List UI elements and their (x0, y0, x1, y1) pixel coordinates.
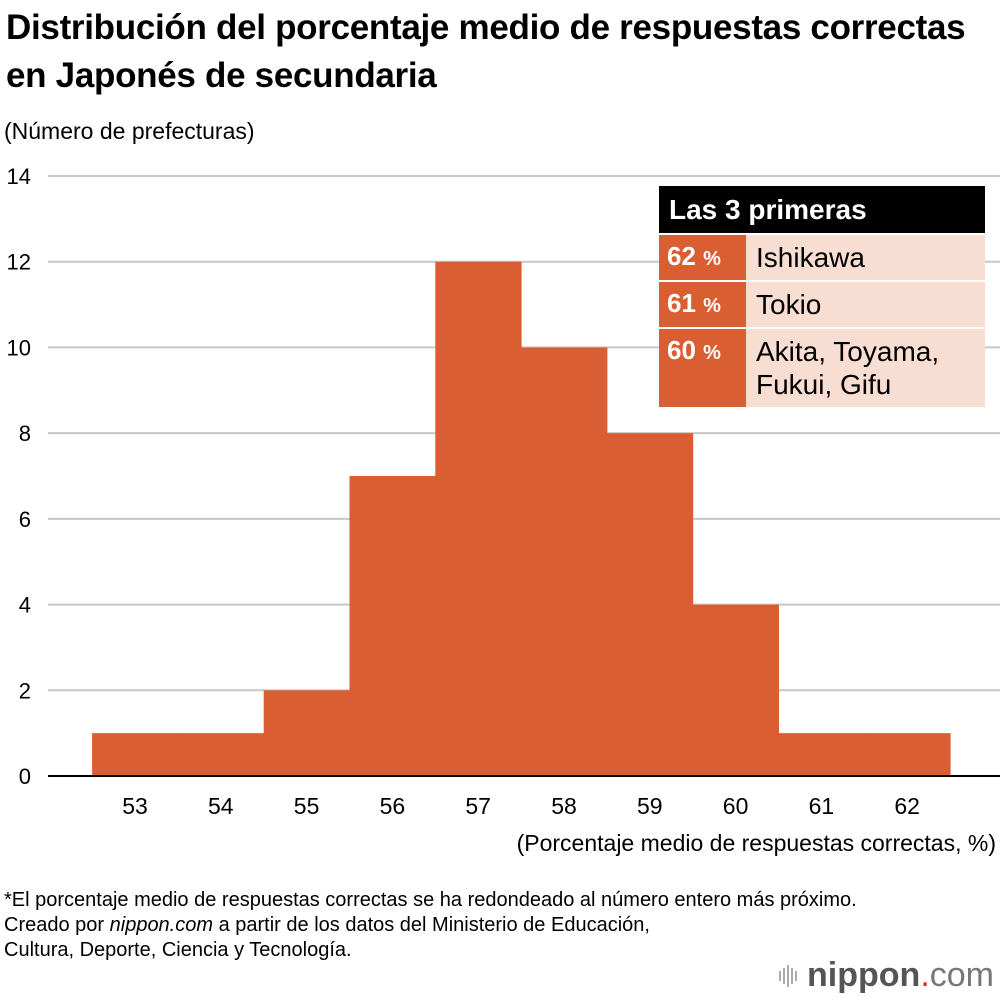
x-tick-label: 55 (294, 793, 320, 819)
chart-title: Distribución del porcentaje medio de res… (6, 8, 966, 95)
source-note: Creado por nippon.com a partir de los da… (4, 913, 704, 963)
bar (177, 733, 265, 776)
source-site: nippon.com (109, 914, 214, 936)
top3-legend: Las 3 primeras 62 % Ishikawa 61 % Tokio … (659, 186, 985, 407)
legend-row: 61 % Tokio (659, 282, 985, 327)
logo-brand: nippon (807, 956, 921, 994)
legend-name: Ishikawa (746, 235, 985, 280)
x-tick-label: 61 (809, 793, 835, 819)
bar (778, 733, 865, 776)
footnote: *El porcentaje medio de respuestas corre… (4, 888, 914, 963)
x-tick-label: 53 (122, 793, 148, 819)
bar (864, 733, 951, 776)
legend-unit: % (703, 248, 721, 270)
x-tick-label: 57 (465, 793, 491, 819)
bar (606, 433, 694, 776)
legend-pct: 62 (667, 241, 696, 271)
legend-row: 62 % Ishikawa (659, 235, 985, 280)
bar (349, 476, 436, 776)
y-tick-label: 12 (7, 250, 31, 275)
legend-name: Tokio (746, 282, 985, 327)
source-prefix: Creado por (4, 914, 110, 936)
legend-unit: % (703, 295, 721, 317)
logo-tld: com (929, 956, 994, 994)
rounding-note: *El porcentaje medio de respuestas corre… (4, 889, 857, 911)
y-tick-label: 2 (19, 678, 31, 703)
logo-dot: . (920, 956, 930, 994)
y-tick-label: 10 (7, 335, 31, 360)
sound-bars-icon (779, 964, 798, 987)
x-tick-label: 58 (551, 793, 577, 819)
bar (521, 347, 608, 776)
legend-pct: 61 (667, 288, 696, 318)
x-tick-label: 56 (380, 793, 406, 819)
source-suffix: a partir de los datos del Ministerio de … (4, 914, 650, 961)
bar (435, 261, 522, 776)
x-tick-label: 62 (894, 793, 920, 819)
y-tick-label: 6 (19, 507, 31, 532)
bar (92, 733, 179, 776)
y-axis-label: (Número de prefecturas) (4, 118, 255, 144)
nippon-logo: nippon. com (779, 956, 994, 995)
y-tick-label: 0 (19, 764, 31, 789)
y-tick-label: 14 (7, 164, 31, 189)
legend-pct: 60 (667, 335, 696, 365)
legend-row: 60 % Akita, Toyama, Fukui, Gifu (659, 329, 985, 407)
x-axis-label: (Porcentaje medio de respuestas correcta… (516, 830, 996, 856)
bar (263, 690, 350, 776)
legend-title: Las 3 primeras (659, 186, 985, 233)
legend-unit: % (703, 342, 721, 364)
x-tick-label: 60 (723, 793, 749, 819)
y-tick-label: 8 (19, 421, 31, 446)
bar (692, 604, 779, 776)
legend-name: Akita, Toyama, Fukui, Gifu (746, 329, 985, 407)
y-tick-label: 4 (19, 593, 31, 618)
x-tick-label: 59 (637, 793, 663, 819)
x-tick-label: 54 (208, 793, 234, 819)
